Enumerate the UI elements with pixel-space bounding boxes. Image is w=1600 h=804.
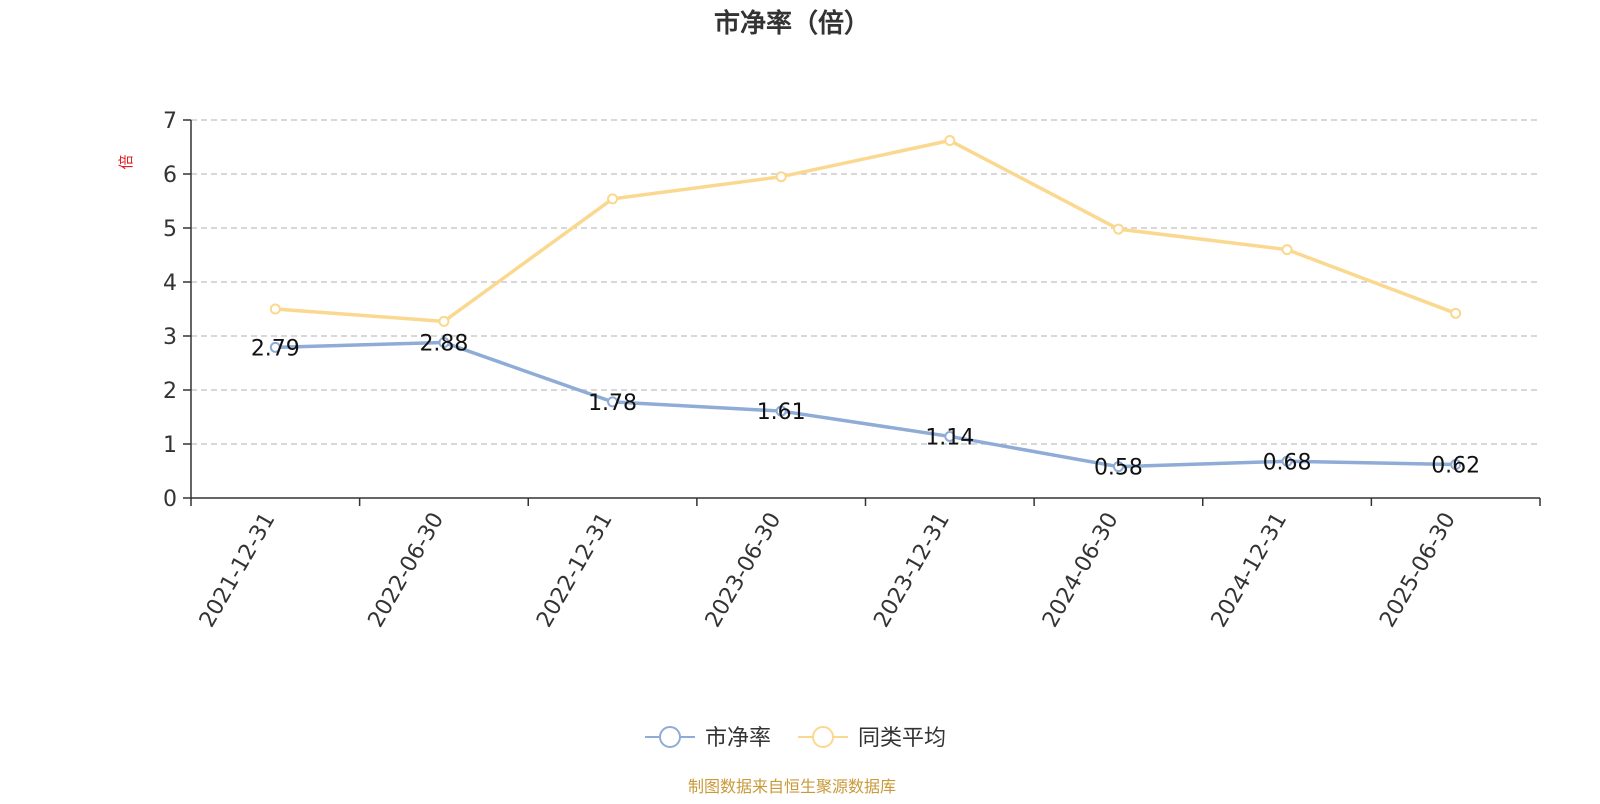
y-tick-label: 5 <box>163 217 177 242</box>
data-point <box>269 303 281 315</box>
y-tick-label: 6 <box>163 163 177 188</box>
data-label: 2.79 <box>251 336 300 361</box>
x-tick-label: 2025-06-30 <box>1375 509 1461 632</box>
data-point <box>944 135 956 147</box>
legend-label: 市净率 <box>705 726 771 751</box>
data-label: 0.68 <box>1263 450 1312 475</box>
data-point <box>1281 455 1293 467</box>
data-point <box>1281 244 1293 256</box>
data-labels: 2.79 2.88 1.78 1.61 1.14 0.58 0.68 0.62 <box>251 331 1480 480</box>
data-point <box>775 405 787 417</box>
axes: 0 1 2 3 4 5 6 7 2021-12-31 2022-06-30 2022-12-31 20… <box>163 109 1541 632</box>
data-label: 2.88 <box>419 331 468 356</box>
data-point <box>438 315 450 327</box>
y-tick-label: 7 <box>163 109 177 134</box>
gridlines <box>191 119 1540 445</box>
series-lines <box>269 135 1462 473</box>
y-tick-label: 0 <box>163 487 177 512</box>
data-point <box>775 171 787 183</box>
y-tick-label: 4 <box>163 271 177 296</box>
legend-item-1[interactable]: 同类平均 <box>798 726 946 751</box>
x-tick-label: 2024-12-31 <box>1207 509 1293 632</box>
data-point <box>438 336 450 348</box>
legend-marker <box>812 726 834 748</box>
x-tick-label: 2023-06-30 <box>701 509 787 632</box>
series-line-1 <box>275 138 1457 324</box>
legend[interactable]: 市净率 同类平均 <box>645 726 946 751</box>
x-tick-label: 2023-12-31 <box>869 509 955 632</box>
source-note: 制图数据来自恒生聚源数据库 <box>688 777 896 796</box>
y-tick-label: 3 <box>163 325 177 350</box>
legend-marker <box>659 726 681 748</box>
data-point <box>1112 461 1124 473</box>
data-point <box>607 193 619 205</box>
data-label: 0.62 <box>1431 454 1480 479</box>
x-tick-label: 2022-12-31 <box>532 509 618 632</box>
data-label: 1.14 <box>925 425 974 450</box>
y-axis-label: 倍 <box>117 154 135 169</box>
data-point <box>607 396 619 408</box>
x-tick-label: 2022-06-30 <box>364 509 450 632</box>
series-line-0 <box>275 340 1456 469</box>
data-point <box>1450 459 1462 471</box>
y-tick-label: 2 <box>163 379 177 404</box>
data-label: 1.61 <box>757 400 806 425</box>
data-point <box>269 341 281 353</box>
x-tick-label: 2021-12-31 <box>195 509 281 632</box>
data-point <box>1112 223 1124 235</box>
chart-title: 市净率（倍） <box>714 8 870 39</box>
data-label: 0.58 <box>1094 456 1143 481</box>
legend-label: 同类平均 <box>858 726 946 751</box>
legend-item-0[interactable]: 市净率 <box>645 726 771 751</box>
data-point <box>1450 307 1462 319</box>
y-tick-label: 1 <box>163 433 177 458</box>
x-tick-label: 2024-06-30 <box>1038 509 1124 632</box>
data-point <box>944 430 956 442</box>
data-label: 1.78 <box>588 391 637 416</box>
